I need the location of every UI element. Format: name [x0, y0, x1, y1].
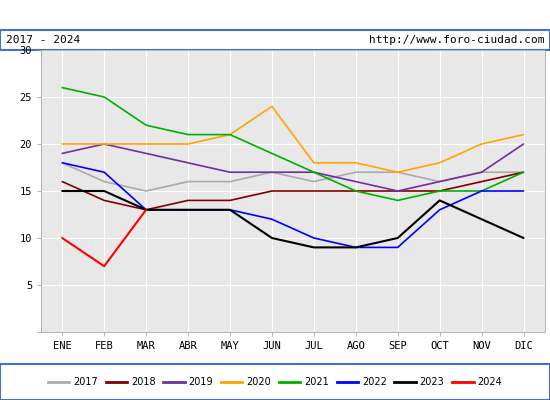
Text: http://www.foro-ciudad.com: http://www.foro-ciudad.com [369, 35, 544, 45]
Text: 2017 - 2024: 2017 - 2024 [6, 35, 80, 45]
Legend: 2017, 2018, 2019, 2020, 2021, 2022, 2023, 2024: 2017, 2018, 2019, 2020, 2021, 2022, 2023… [44, 373, 506, 391]
Text: Evolucion del paro registrado en El Bodon: Evolucion del paro registrado en El Bodo… [129, 8, 421, 22]
